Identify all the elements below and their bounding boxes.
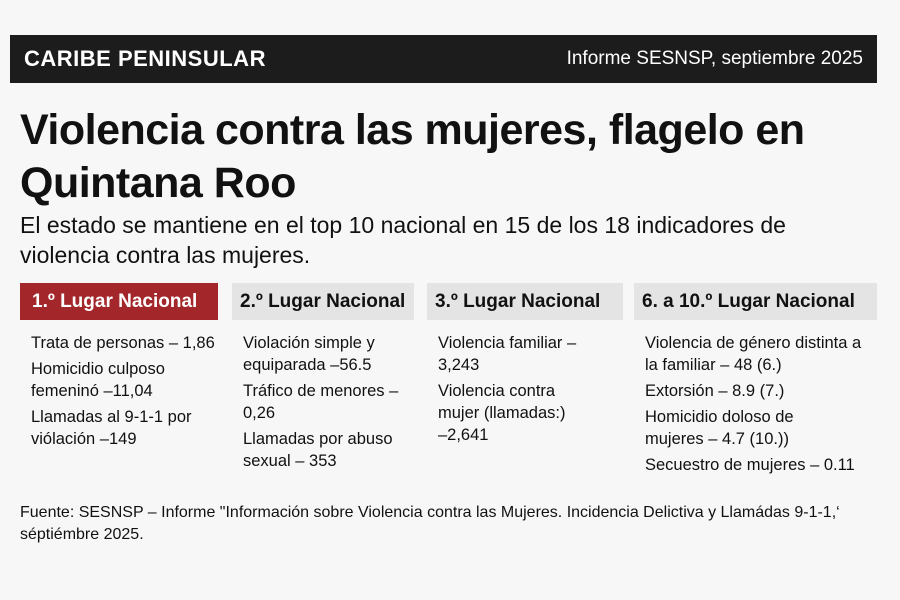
- column-heading: 1.º Lugar Nacional: [20, 283, 218, 320]
- column-heading: 3.º Lugar Nacional: [427, 283, 623, 320]
- page-title: Violencia contra las mujeres, flagelo en…: [20, 106, 805, 207]
- column-first-place: 1.º Lugar Nacional Trata de personas – 1…: [20, 283, 218, 454]
- column-heading: 2.º Lugar Nacional: [232, 283, 414, 320]
- report-label: Informe SESNSP, septiembre 2025: [566, 48, 863, 69]
- header-bar: CARIBE PENINSULAR Informe SESNSP, septie…: [10, 35, 877, 83]
- list-item: Tráfico de menores –0,26: [243, 382, 399, 422]
- list-item: Violencia contra mujer (llamadas:) –2,64…: [438, 382, 566, 444]
- list-item: Trata de personas – 1,86: [31, 334, 215, 352]
- list-item: Violencia de género distinta a la famili…: [645, 334, 862, 374]
- list-item: Homicidio culposo femeninó –11,04: [31, 360, 165, 400]
- source-note: Fuente: SESNSP – Informe "Información so…: [20, 504, 840, 543]
- column-third-place: 3.º Lugar Nacional Violencia familiar –3…: [427, 283, 623, 450]
- list-item: Violación simple y equiparada –56.5: [243, 334, 375, 374]
- list-item: Llamadas por abuso sexual – 353: [243, 430, 393, 470]
- list-item: Violencia familiar –3,243: [438, 334, 577, 374]
- section-label: CARIBE PENINSULAR: [24, 46, 266, 71]
- list-item: Secuestro de mujeres – 0.11: [645, 456, 855, 474]
- list-item: Llamadas al 9-1-1 por viólación –149: [31, 408, 192, 448]
- list-item: Extorsión – 8.9 (7.): [645, 382, 785, 400]
- list-item: Homicidio doloso de mujeres – 4.7 (10.)): [645, 408, 794, 448]
- column-heading: 6. a 10.º Lugar Nacional: [634, 283, 877, 320]
- subtitle: El estado se mantiene en el top 10 nacio…: [20, 212, 786, 268]
- column-sixth-to-tenth-place: 6. a 10.º Lugar Nacional Violencia de gé…: [634, 283, 877, 480]
- column-second-place: 2.º Lugar Nacional Violación simple y eq…: [232, 283, 414, 476]
